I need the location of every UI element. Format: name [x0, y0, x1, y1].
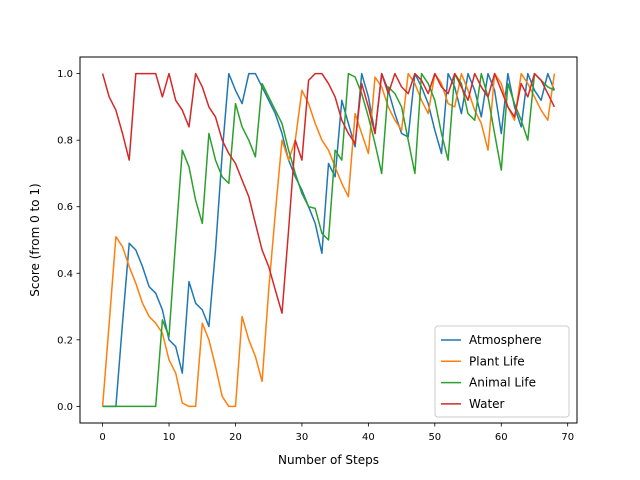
- x-tick-label: 60: [495, 432, 508, 443]
- series-line-atmosphere: [102, 72, 556, 408]
- y-tick-label: 0.2: [57, 335, 73, 346]
- legend-label: Animal Life: [469, 376, 536, 390]
- y-tick-label: 0.8: [57, 136, 73, 147]
- series-lines: [101, 72, 556, 408]
- y-axis-label: Score (from 0 to 1): [28, 183, 42, 296]
- legend-label: Plant Life: [469, 354, 525, 368]
- legend-label: Water: [469, 397, 505, 411]
- legend-label: Atmosphere: [469, 333, 542, 347]
- y-tick-label: 1.0: [57, 69, 73, 80]
- x-tick-label: 70: [561, 432, 574, 443]
- y-tick-label: 0.0: [57, 402, 73, 413]
- y-axis-ticks: 0.0 0.2 0.4 0.6 0.8 1.0: [57, 69, 80, 413]
- x-tick-label: 40: [362, 432, 375, 443]
- x-tick-label: 20: [229, 432, 242, 443]
- y-tick-label: 0.6: [57, 202, 73, 213]
- x-axis-ticks: 0 10 20 30 40 50 60 70: [99, 423, 574, 443]
- plot-frame: [79, 56, 578, 424]
- series-line-plant-life: [101, 72, 556, 408]
- legend-box: [434, 325, 570, 418]
- x-axis-label: Number of Steps: [278, 453, 379, 467]
- legend: Atmosphere Plant Life Animal Life Water: [434, 325, 570, 418]
- series-line-water: [101, 72, 556, 314]
- y-tick-label: 0.4: [57, 269, 73, 280]
- x-tick-label: 30: [296, 432, 309, 443]
- x-tick-label: 10: [163, 432, 176, 443]
- x-tick-label: 0: [99, 432, 105, 443]
- x-tick-label: 50: [428, 432, 441, 443]
- series-line-animal-life: [102, 72, 555, 408]
